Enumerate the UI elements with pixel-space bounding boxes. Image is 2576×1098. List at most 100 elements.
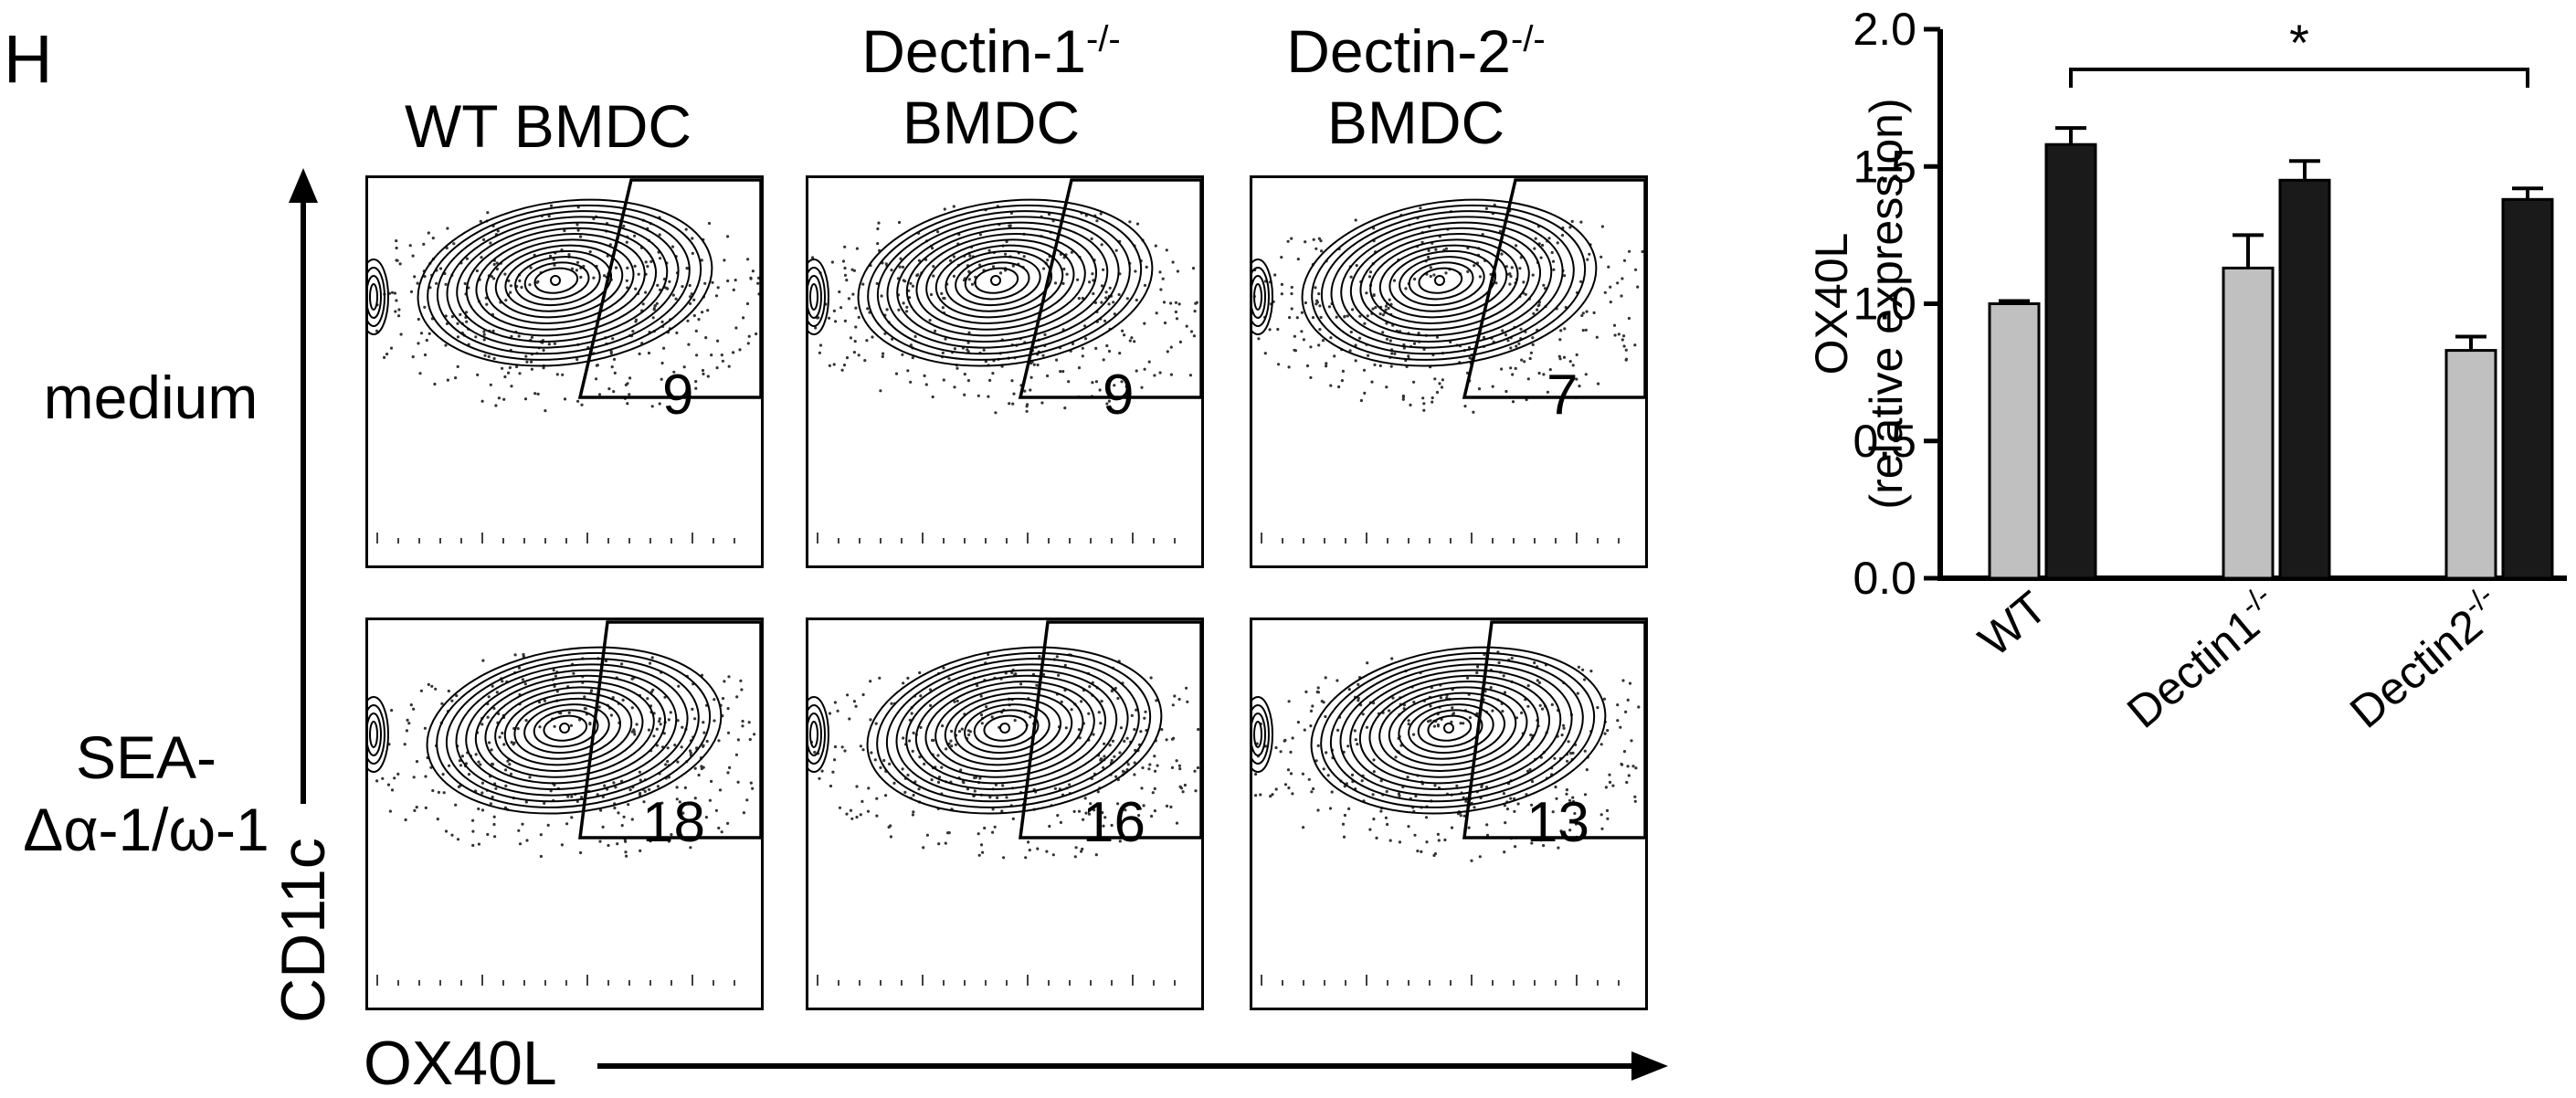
event-dot (1354, 218, 1357, 222)
event-dot (716, 286, 720, 290)
event-dot (701, 311, 704, 314)
event-dot (1290, 237, 1293, 240)
event-dot (523, 397, 528, 401)
event-dot (1077, 297, 1081, 301)
event-dot (692, 298, 696, 301)
event-dot (691, 707, 694, 711)
event-dot (1424, 816, 1429, 819)
event-dot (962, 781, 966, 785)
event-dot (953, 700, 956, 703)
event-dot (418, 372, 422, 375)
contour-line (1399, 256, 1485, 307)
event-dot (708, 798, 712, 802)
event-dot (898, 265, 902, 269)
event-dot (1314, 247, 1318, 250)
event-dot (1143, 322, 1146, 325)
event-dot (630, 818, 634, 821)
event-dot (1578, 385, 1581, 388)
event-dot (650, 656, 654, 660)
event-dot (1143, 716, 1146, 720)
event-dot (1301, 772, 1304, 776)
event-dot (1505, 808, 1510, 811)
event-dot (693, 797, 697, 800)
event-dot (1531, 343, 1535, 346)
event-dot (1432, 853, 1436, 858)
event-dot (1391, 696, 1395, 700)
event-dot (734, 279, 737, 282)
event-dot (1097, 711, 1101, 714)
event-dot (1287, 365, 1291, 369)
event-dot (811, 256, 815, 259)
event-dot (1153, 755, 1156, 758)
event-dot (1300, 330, 1304, 333)
event-dot (717, 739, 721, 743)
event-dot (638, 770, 641, 774)
event-dot (656, 785, 660, 788)
event-dot (1371, 307, 1375, 311)
event-dot (851, 292, 855, 296)
event-dot (1508, 282, 1512, 286)
event-dot (404, 818, 407, 822)
event-dot (1327, 305, 1331, 309)
event-dot (1062, 267, 1066, 271)
event-dot (1466, 269, 1470, 273)
event-dot (966, 379, 970, 383)
edge-contour (369, 283, 378, 311)
event-dot (625, 240, 628, 244)
event-dot (1351, 308, 1355, 311)
event-dot (1063, 663, 1067, 667)
event-dot (1370, 380, 1374, 384)
event-dot (1462, 796, 1465, 799)
event-dot (911, 284, 914, 288)
event-dot (676, 719, 680, 723)
event-dot (1636, 285, 1640, 289)
event-dot (620, 662, 624, 666)
event-dot (1005, 239, 1008, 244)
event-dot (517, 829, 521, 832)
event-dot (1558, 338, 1562, 342)
event-dot (1081, 346, 1084, 350)
event-dot (454, 376, 458, 380)
event-dot (1509, 366, 1513, 370)
event-dot (699, 826, 702, 829)
event-dot (983, 826, 987, 830)
event-dot (1092, 279, 1095, 282)
event-dot (885, 308, 889, 311)
event-dot (990, 715, 994, 719)
event-dot (966, 348, 969, 352)
event-dot (1575, 353, 1578, 356)
event-dot (845, 812, 849, 816)
event-dot (381, 776, 385, 780)
event-dot (413, 808, 417, 812)
contour-line (1368, 681, 1539, 778)
event-dot (950, 744, 954, 748)
event-dot (1419, 206, 1422, 210)
event-dot (1515, 344, 1518, 348)
event-dot (528, 776, 532, 779)
event-dot (1005, 796, 1008, 799)
event-dot (1585, 310, 1589, 313)
event-dot (626, 286, 629, 290)
ox40l-label: OX40L (364, 1029, 557, 1098)
event-dot (1372, 770, 1376, 774)
event-dot (1312, 238, 1315, 241)
event-dot (1577, 665, 1580, 669)
event-dot (547, 343, 551, 346)
event-dot (495, 261, 499, 265)
event-dot (555, 690, 559, 693)
event-dot (1612, 323, 1617, 327)
edge-contour (1252, 713, 1266, 756)
event-dot (509, 284, 512, 288)
event-dot (1604, 786, 1608, 789)
event-dot (834, 320, 838, 323)
event-dot (1381, 313, 1385, 317)
event-dot (1139, 730, 1143, 734)
bar (2044, 143, 2097, 580)
event-dot (1409, 403, 1412, 406)
event-dot (1500, 252, 1504, 256)
event-dot (1100, 301, 1103, 304)
event-dot (603, 784, 607, 787)
event-dot (563, 397, 567, 401)
event-dot (1093, 808, 1096, 812)
gate-value: 18 (642, 791, 705, 854)
